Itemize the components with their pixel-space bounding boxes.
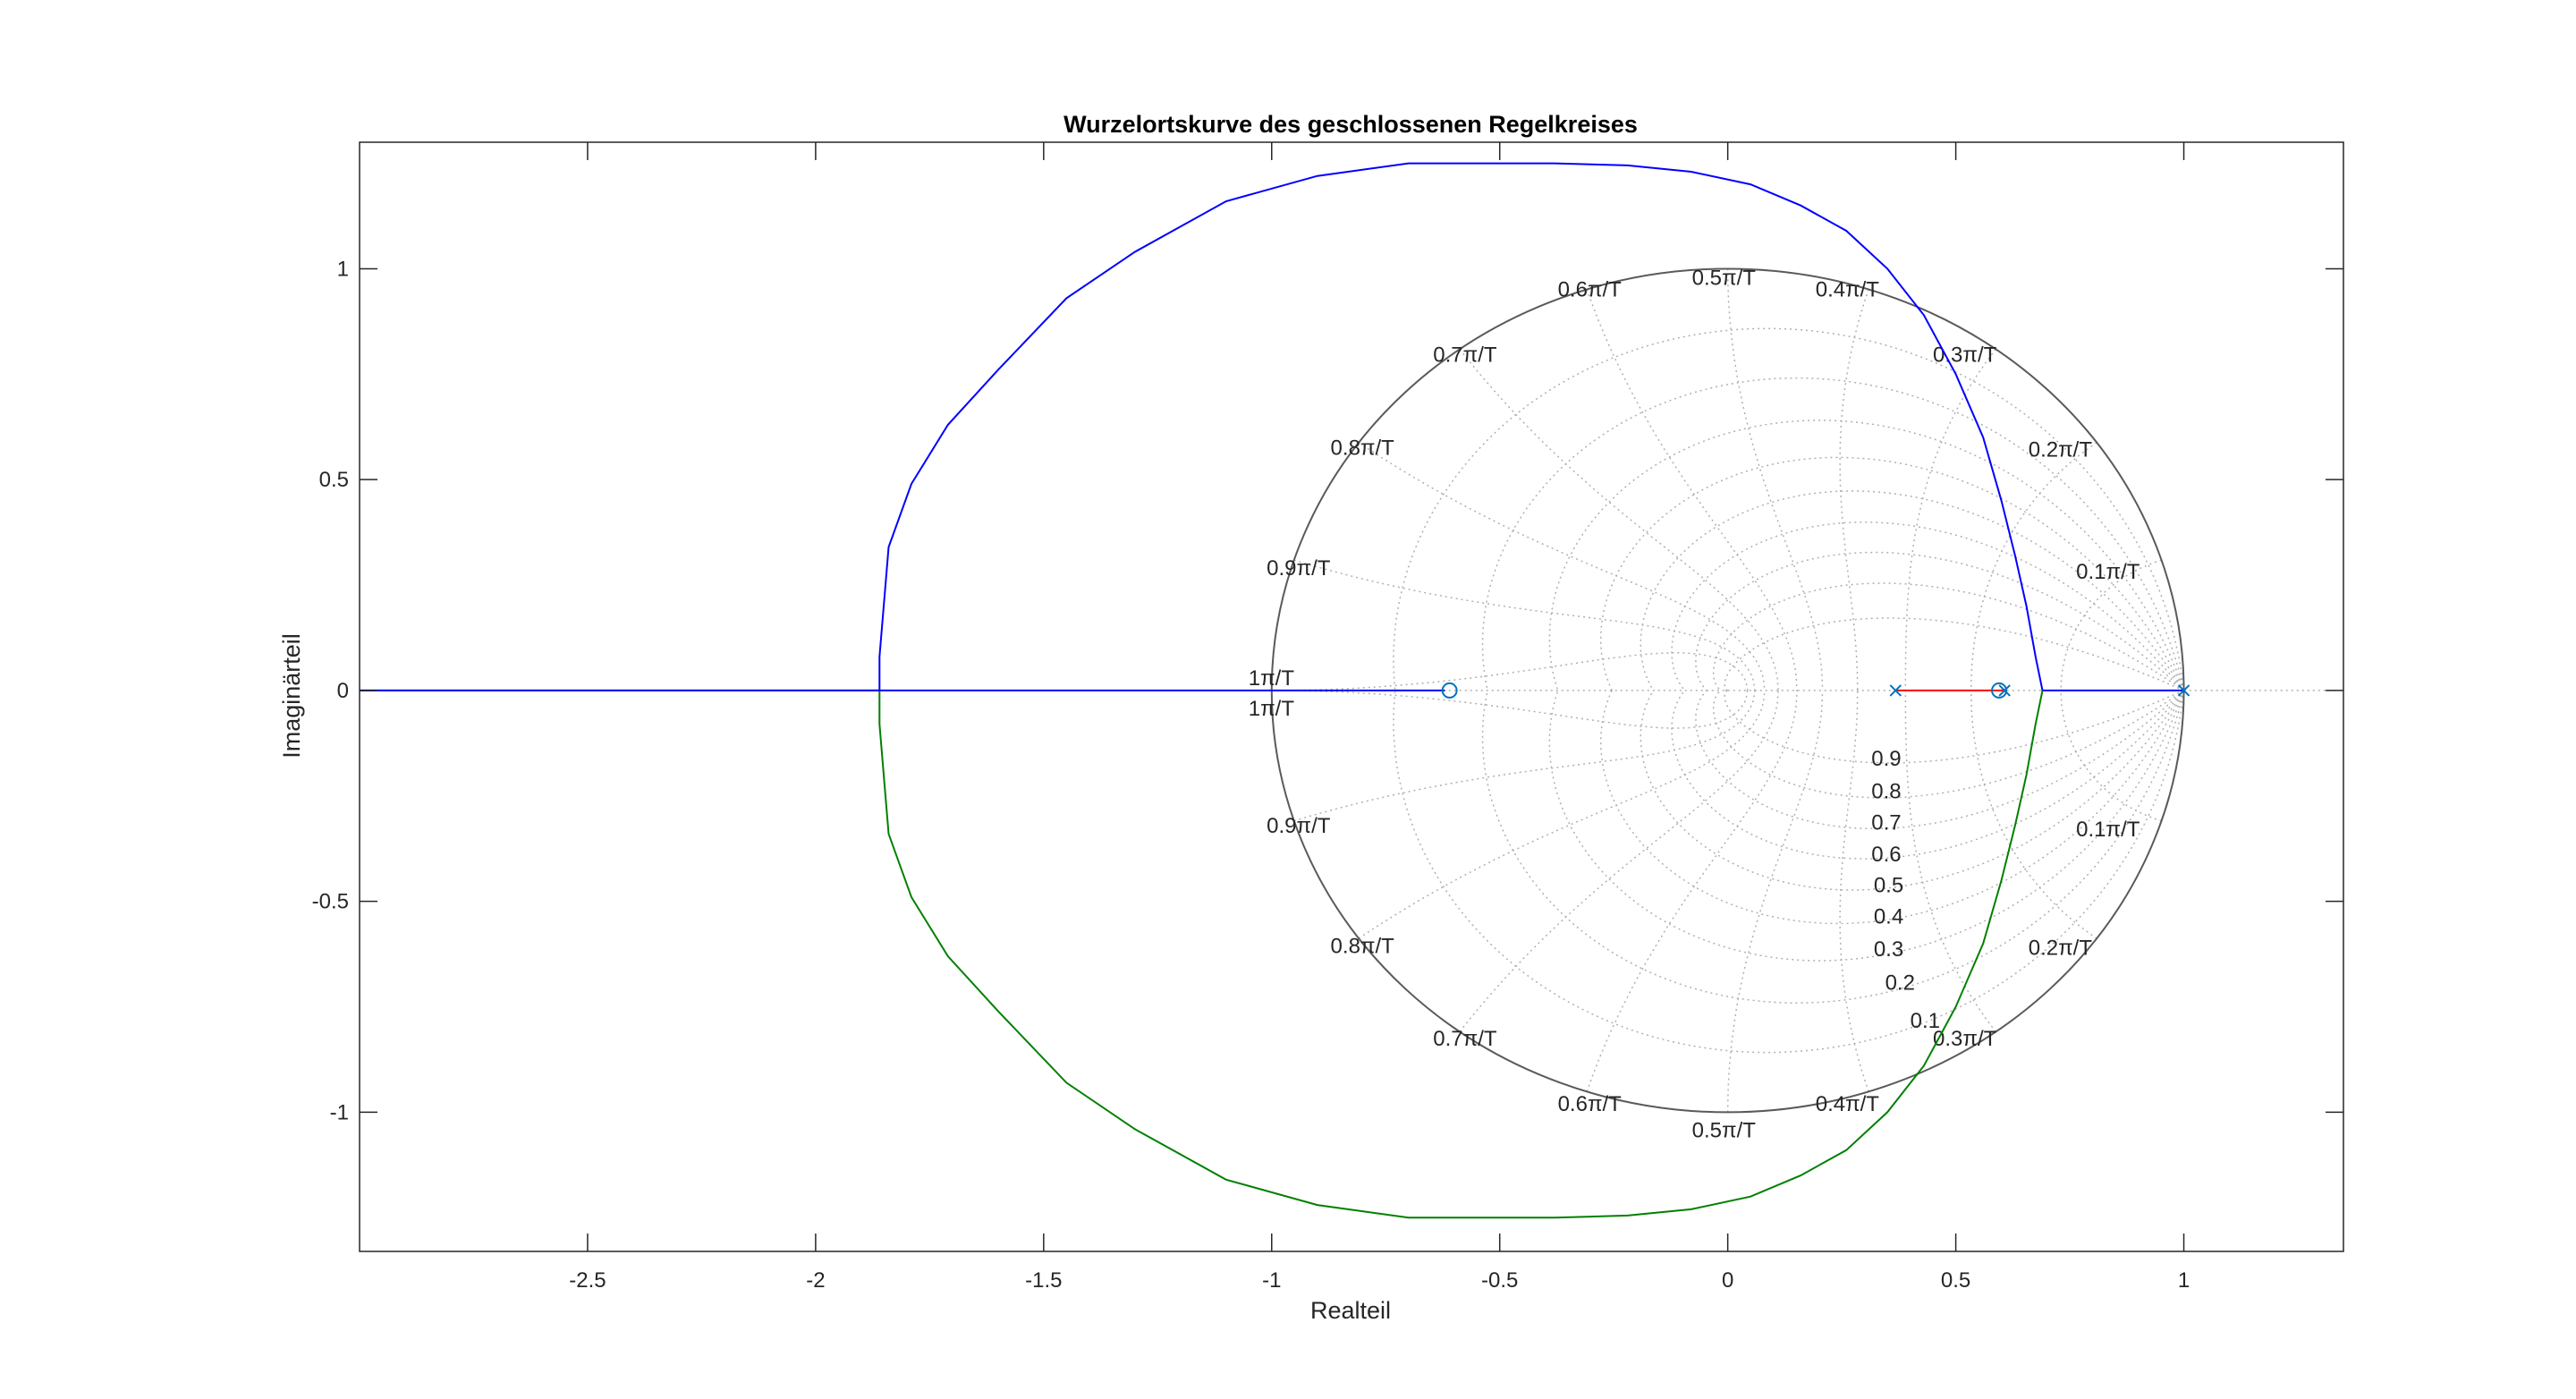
zgrid-frequency-label: 0.6π/T — [1558, 1092, 1623, 1116]
y-axis-label: Imaginärteil — [278, 633, 305, 759]
zgrid-damping-curve — [1640, 490, 2185, 891]
zgrid-frequency-label: 0.8π/T — [1331, 934, 1395, 958]
zgrid-frequency-label: 0.2π/T — [2029, 936, 2093, 960]
zgrid-damping-label: 0.6 — [1871, 843, 1901, 867]
x-axis-label: Realteil — [1310, 1297, 1391, 1324]
zgrid-damping-label: 0.2 — [1885, 971, 1915, 996]
y-tick-label: -1 — [330, 1100, 349, 1124]
zgrid-frequency-label: 0.9π/T — [1267, 556, 1331, 581]
zgrid-frequency-curve — [1293, 559, 1756, 822]
zgrid-damping-curve — [1481, 377, 2185, 1004]
x-tick-label: -2.5 — [569, 1268, 606, 1293]
locus-branches — [360, 162, 2184, 1219]
pole-marker — [1889, 684, 1902, 697]
zgrid-frequency-curve — [1459, 349, 1779, 1032]
y-tick-label: 0.5 — [319, 468, 349, 492]
zgrid-frequency-label: 0.9π/T — [1267, 814, 1331, 838]
zgrid-damping-label: 0.1 — [1911, 1009, 1940, 1033]
axes-box — [359, 141, 2344, 1252]
zgrid-frequency-curve — [1839, 289, 1869, 1092]
zgrid-frequency-curve — [1970, 442, 2097, 939]
zgrid-damping-label: 0.4 — [1874, 905, 1903, 929]
locus-branch — [360, 689, 2044, 1219]
zgrid-frequency-curve — [2060, 559, 2162, 822]
x-tick-label: 0.5 — [1941, 1268, 1970, 1293]
y-tick-label: 0 — [337, 679, 349, 703]
y-tick-label: -0.5 — [312, 890, 349, 914]
ticks: -2.5 -2 -1.5 -1 -0.5 0 0.5 1 -1 -0.5 0 0.5 1 — [312, 142, 2343, 1293]
zgrid-frequency-curve — [1904, 349, 1996, 1032]
x-tick-label: 1 — [2178, 1268, 2190, 1293]
zero-marker — [1441, 682, 1458, 699]
zgrid-damping-label: 0.7 — [1871, 811, 1901, 835]
zgrid-frequency-curve — [1271, 652, 1749, 729]
zgrid-frequency-label: 0.4π/T — [1816, 278, 1880, 302]
zgrid-frequency-label: 0.4π/T — [1816, 1092, 1880, 1116]
zgrid-frequency-label: 0.8π/T — [1331, 436, 1395, 460]
axes-frame — [359, 141, 2344, 1252]
zgrid-frequency-label: 1π/T — [1249, 697, 1295, 721]
pole-zero-markers — [1441, 682, 2190, 699]
x-tick-label: -1 — [1262, 1268, 1281, 1293]
zgrid-damping-curve — [1712, 582, 2184, 799]
pole-marker — [2177, 684, 2190, 697]
zgrid-damping-label: 0.8 — [1871, 780, 1901, 804]
zgrid-frequency-label: 0.5π/T — [1692, 266, 1757, 290]
zgrid-damping-label: 0.9 — [1871, 747, 1901, 771]
zgrid-frequency-label: 0.5π/T — [1692, 1118, 1757, 1142]
x-tick-label: -1.5 — [1025, 1268, 1062, 1293]
zgrid-damping-curve — [1724, 617, 2184, 764]
zgrid-frequency-label: 0.2π/T — [2029, 437, 2093, 462]
zgrid-frequency-curve — [1726, 268, 1824, 1113]
x-tick-label: 0 — [1722, 1268, 1733, 1293]
x-tick-label: -0.5 — [1481, 1268, 1518, 1293]
y-tick-label: 1 — [337, 257, 349, 281]
zgrid-damping-label: 0.5 — [1874, 873, 1903, 897]
zgrid-frequency-label: 0.7π/T — [1433, 1027, 1497, 1051]
zgrid-frequency-label: 0.1π/T — [2076, 818, 2140, 842]
zero-marker — [1991, 682, 2008, 699]
zgrid-damping-curve — [1548, 420, 2185, 962]
zgrid-frequency-label: 0.1π/T — [2076, 560, 2140, 584]
zgrid-damping-label: 0.3 — [1874, 937, 1903, 962]
chart-title: Wurzelortskurve des geschlossenen Regelk… — [1063, 111, 1638, 138]
zgrid-frequency-label: 0.7π/T — [1433, 343, 1497, 368]
locus-branch — [878, 162, 2184, 691]
zgrid-damping-curve — [1671, 521, 2185, 860]
zgrid-frequency-label: 1π/T — [1249, 666, 1295, 691]
zgrid-frequency-label: 0.6π/T — [1558, 278, 1623, 302]
zgrid-frequency-label: 0.3π/T — [1933, 343, 1997, 368]
pole-marker — [1998, 684, 2011, 697]
x-tick-label: -2 — [806, 1268, 825, 1293]
